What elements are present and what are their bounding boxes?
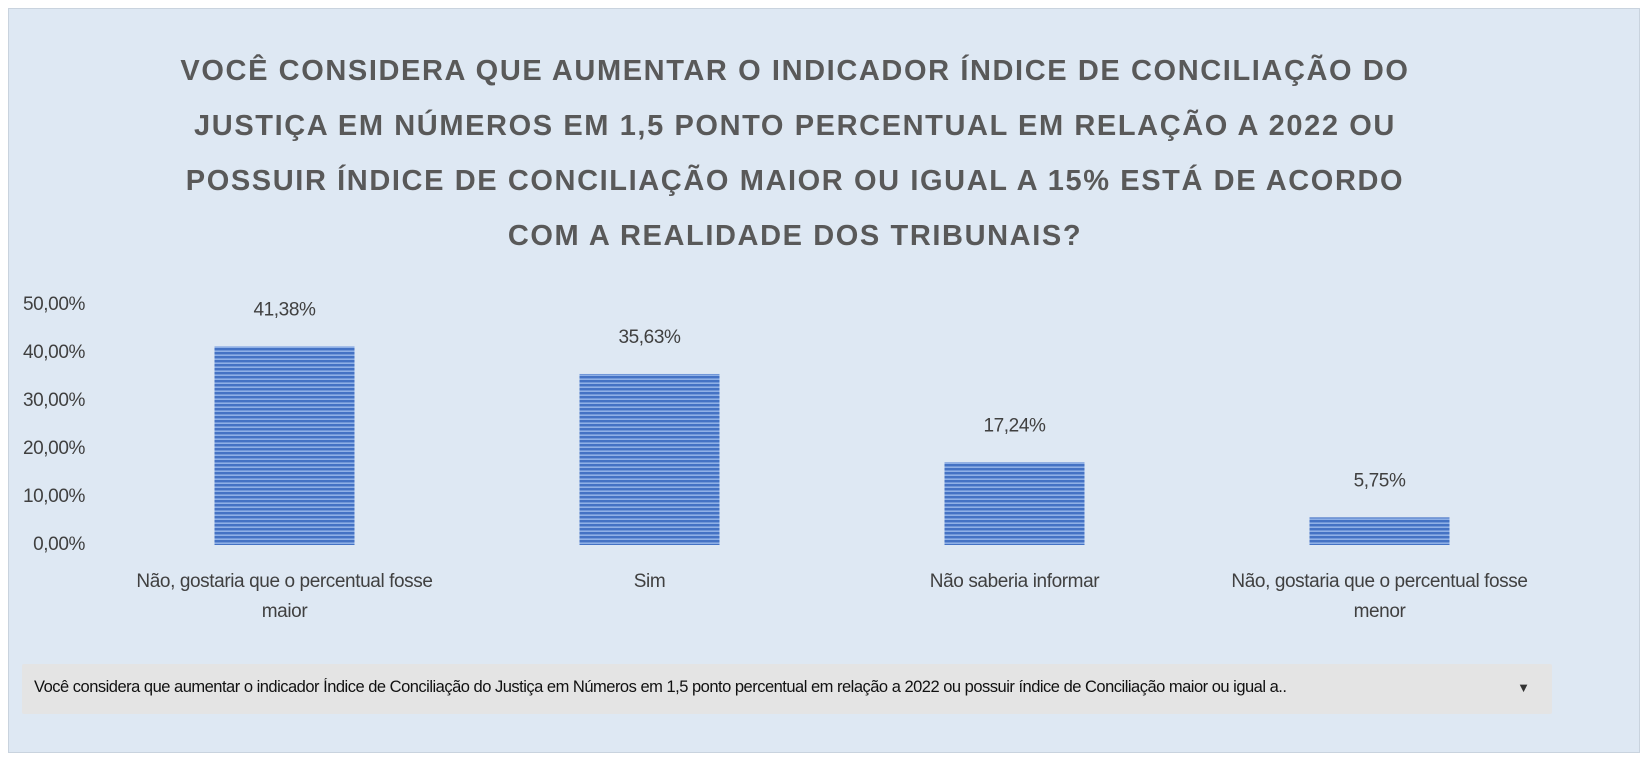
x-tick-label: Não, gostaria que o percentual fosse mai… xyxy=(136,571,433,622)
filter-dropdown[interactable]: Você considera que aumentar o indicador … xyxy=(22,664,1552,714)
data-label: 41,38% xyxy=(253,299,316,320)
data-label: 5,75% xyxy=(1354,470,1406,491)
y-tick-label: 50,00% xyxy=(23,294,86,315)
data-label: 35,63% xyxy=(618,327,681,348)
y-tick-label: 20,00% xyxy=(23,438,86,459)
chart-title: VOCÊ CONSIDERA QUE AUMENTAR O INDICADOR … xyxy=(180,55,1410,252)
x-tick-label: Sim xyxy=(633,571,666,592)
bar xyxy=(944,462,1085,545)
bar xyxy=(579,373,720,545)
bar xyxy=(214,346,355,545)
x-tick-label: Não, gostaria que o percentual fosse men… xyxy=(1231,571,1528,622)
x-tick-label: Não saberia informar xyxy=(929,571,1100,592)
dropdown-arrow[interactable]: ▼ xyxy=(1517,680,1530,695)
y-tick-label: 40,00% xyxy=(23,342,86,363)
bar xyxy=(1309,517,1450,545)
y-tick-label: 0,00% xyxy=(33,534,85,555)
filter-text: Você considera que aumentar o indicador … xyxy=(34,678,1287,696)
y-tick-label: 30,00% xyxy=(23,390,86,411)
data-label: 17,24% xyxy=(983,415,1046,436)
y-tick-label: 10,00% xyxy=(23,486,86,507)
